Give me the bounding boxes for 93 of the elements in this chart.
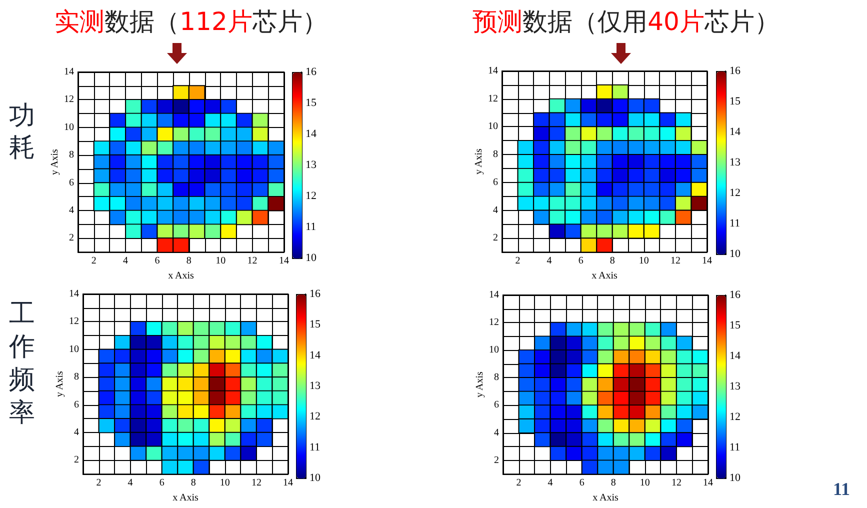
x-tick-label: 10 [638,256,649,267]
y-tick-label: 12 [64,94,74,106]
x-axis-title: x Axis [172,492,199,504]
y-tick-label: 6 [493,176,498,188]
x-tick-label: 10 [220,478,230,489]
color-bar-label: 15 [730,96,741,108]
y-tick-label: 10 [64,122,74,133]
color-bar-label: 13 [730,380,741,392]
y-tick-label: 6 [494,400,499,411]
x-tick-label: 2 [91,256,96,267]
x-tick-label: 4 [123,256,128,267]
color-bar-label: 15 [306,97,317,109]
color-bar-label: 12 [730,411,740,423]
y-tick-label: 4 [494,427,499,438]
x-tick-label: 2 [516,478,522,489]
color-bar-label: 16 [730,289,741,301]
y-tick-label: 4 [69,205,74,216]
x-tick-label: 2 [96,478,102,489]
y-tick-label: 2 [493,232,498,244]
x-tick-label: 4 [546,256,552,267]
x-tick-label: 8 [186,256,192,267]
x-tick-label: 8 [610,478,616,489]
x-tick-label: 8 [610,256,615,267]
color-bar-label: 11 [730,442,740,454]
color-bar-label: 14 [730,126,741,138]
x-axis-title: x Axis [592,492,619,504]
y-tick-label: 14 [64,66,74,78]
y-tick-label: 2 [74,454,79,466]
x-tick-label: 12 [247,256,258,267]
color-bar-label: 12 [306,190,316,202]
x-tick-label: 14 [279,256,289,267]
x-tick-label: 8 [190,478,196,489]
color-bar-label: 14 [310,349,321,362]
x-tick-label: 12 [670,256,680,267]
y-tick-label: 12 [488,93,498,104]
color-bar-label: 15 [310,318,321,331]
text: 11 [833,479,850,501]
x-tick-label: 2 [515,256,520,267]
x-tick-label: 14 [703,478,713,489]
y-tick-label: 8 [69,150,74,161]
color-bar-label: 12 [310,410,320,423]
color-bar-label: 12 [730,187,740,199]
text: 工作频率 [9,298,35,430]
y-tick-label: 6 [74,399,79,410]
color-bar-label: 11 [730,218,740,230]
x-axis-title: x Axis [592,270,618,282]
y-tick-label: 12 [489,317,499,328]
x-tick-label: 10 [216,256,226,267]
y-axis-title: y Axis [474,148,485,174]
y-tick-label: 10 [489,344,499,356]
y-tick-label: 10 [488,121,498,132]
y-tick-label: 2 [494,454,499,466]
x-tick-label: 10 [640,478,650,489]
y-tick-label: 12 [69,316,79,328]
color-bar-label: 16 [730,65,741,77]
y-tick-label: 8 [74,372,79,383]
color-bar-label: 11 [310,441,320,454]
x-tick-label: 6 [154,256,160,267]
y-axis-title: y Axis [474,372,486,398]
color-bar-label: 16 [306,66,317,78]
y-tick-label: 4 [493,204,498,216]
color-bar-label: 16 [310,288,321,300]
x-tick-label: 6 [159,478,164,489]
x-tick-label: 14 [702,256,712,267]
y-tick-label: 4 [74,427,79,438]
text: 功耗 [9,100,35,164]
y-tick-label: 14 [69,288,79,300]
color-bar-label: 15 [730,320,741,332]
y-tick-label: 8 [494,372,499,384]
x-tick-label: 14 [283,478,293,489]
x-tick-label: 4 [128,478,133,489]
color-bar-label: 13 [730,156,741,168]
y-axis-title: y Axis [50,149,61,175]
x-tick-label: 12 [251,478,262,489]
y-axis-title: y Axis [54,371,66,397]
y-tick-label: 14 [489,290,499,300]
color-bar-label: 14 [730,350,741,362]
y-tick-label: 8 [493,149,498,160]
y-tick-label: 14 [488,66,498,76]
color-bar-label: 13 [306,159,317,171]
x-axis-title: x Axis [168,270,194,282]
color-bar-label: 14 [306,128,317,140]
color-bar-label: 11 [306,221,316,233]
color-bar-label: 13 [310,380,321,392]
x-tick-label: 4 [548,478,553,489]
x-tick-label: 6 [579,478,584,489]
y-tick-label: 10 [69,344,79,355]
x-tick-label: 12 [671,478,682,489]
y-tick-label: 6 [69,177,74,188]
x-tick-label: 6 [578,256,584,267]
chart-title: 实测数据（112片芯片） [54,7,328,36]
y-tick-label: 2 [69,232,74,244]
chart-title: 预测数据（仅用40片芯片） [472,7,780,36]
